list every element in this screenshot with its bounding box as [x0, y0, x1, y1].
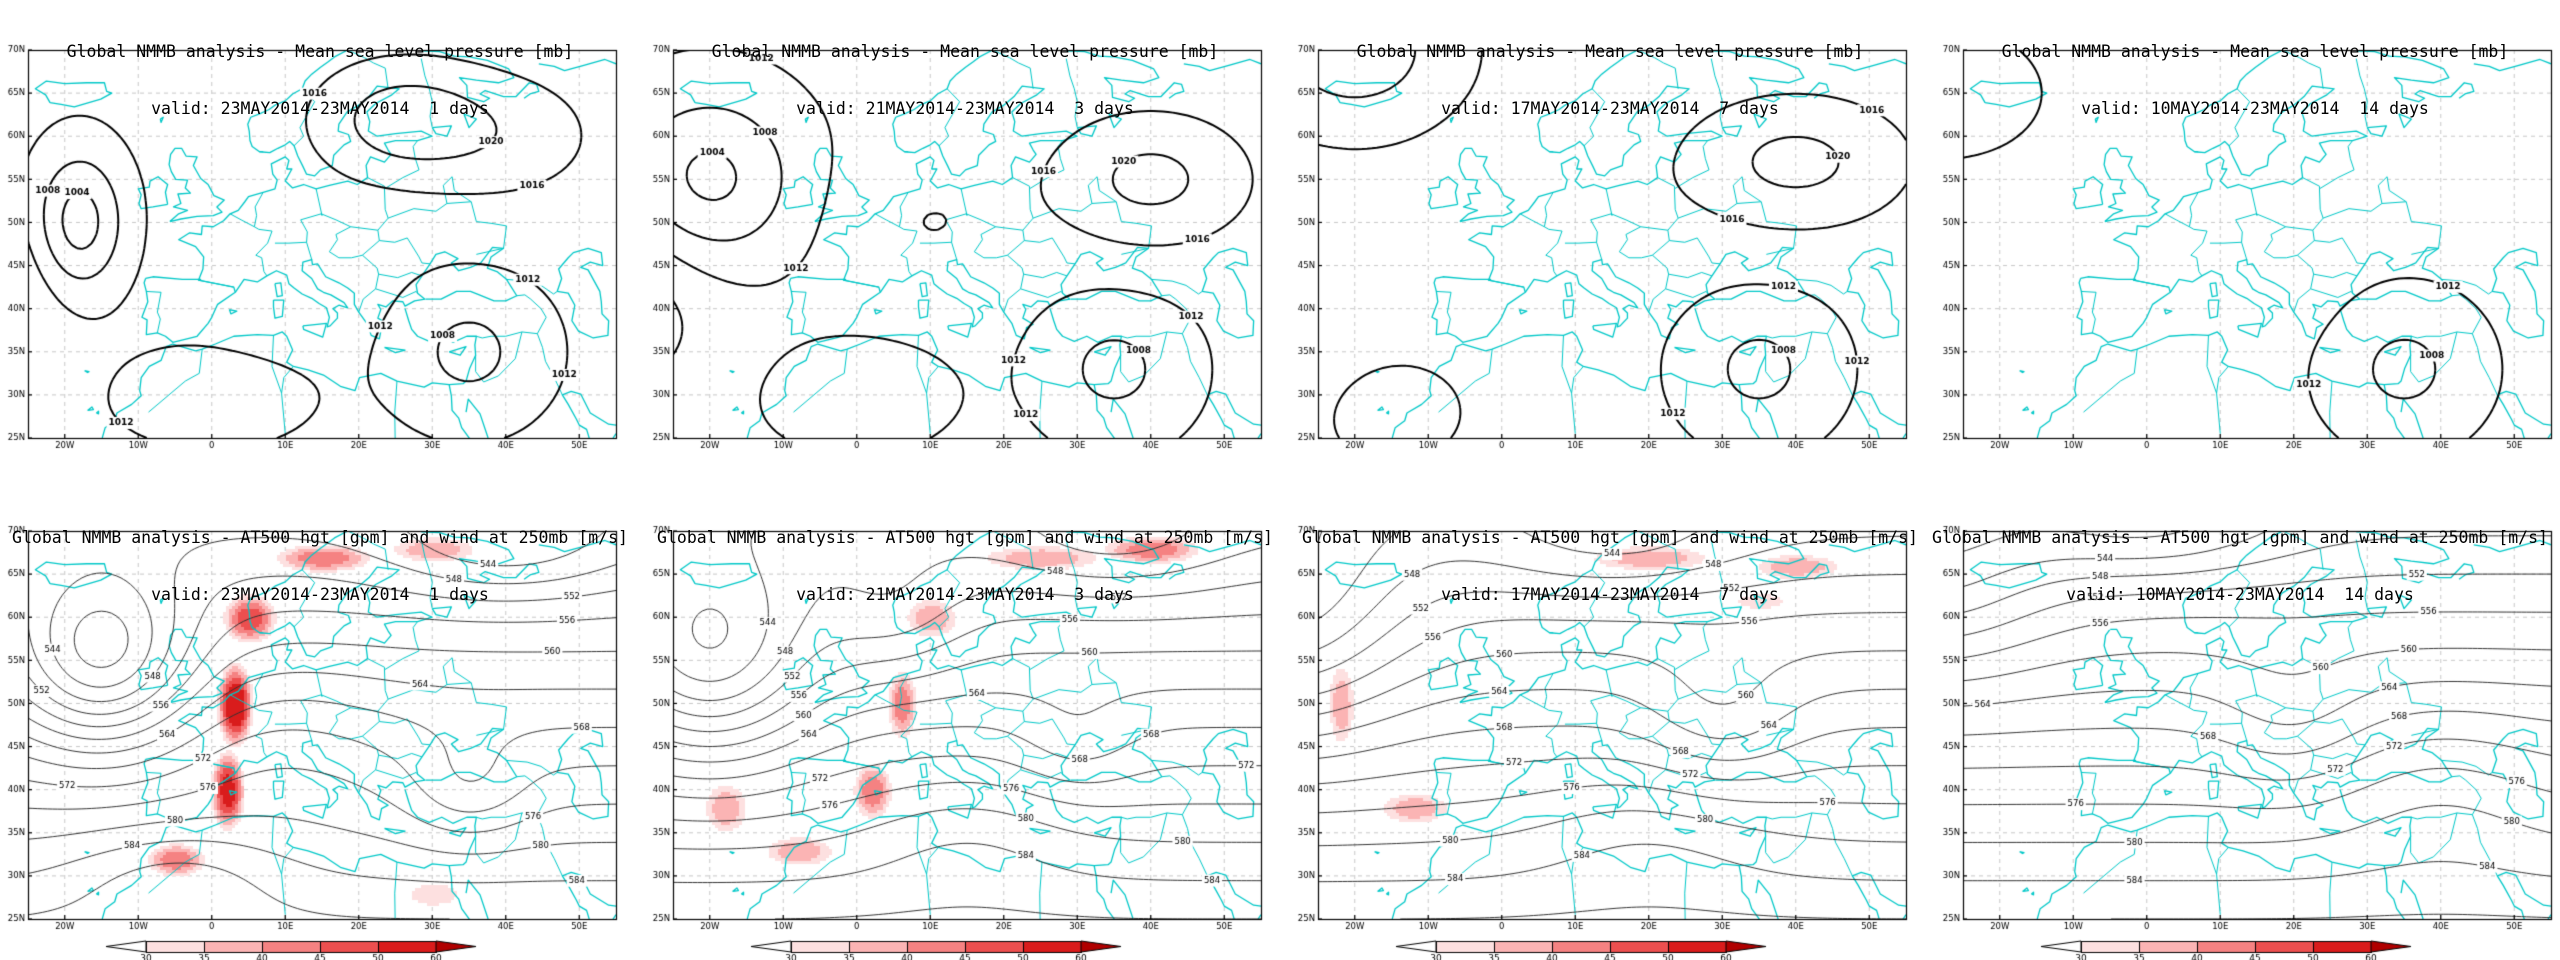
panel-title-text: Global NMMB analysis - AT500 hgt [gpm] a…	[12, 528, 628, 547]
panel-title-msl-14d: Global NMMB analysis - Mean sea level pr…	[1950, 4, 2560, 137]
panel-title-text: Global NMMB analysis - AT500 hgt [gpm] a…	[1932, 528, 2548, 547]
panel-valid-text: valid: 10MAY2014-23MAY2014 14 days	[2081, 99, 2429, 118]
panel-title-text: Global NMMB analysis - AT500 hgt [gpm] a…	[657, 528, 1273, 547]
panel-title-text: Global NMMB analysis - AT500 hgt [gpm] a…	[1302, 528, 1918, 547]
panel-title-text: Global NMMB analysis - Mean sea level pr…	[66, 42, 574, 61]
panel-valid-text: valid: 17MAY2014-23MAY2014 7 days	[1441, 585, 1779, 604]
panel-valid-text: valid: 21MAY2014-23MAY2014 3 days	[796, 585, 1134, 604]
panel-valid-text: valid: 10MAY2014-23MAY2014 14 days	[2066, 585, 2414, 604]
panel-title-msl-7d: Global NMMB analysis - Mean sea level pr…	[1305, 4, 1915, 137]
panel-valid-text: valid: 21MAY2014-23MAY2014 3 days	[796, 99, 1134, 118]
panel-title-text: Global NMMB analysis - Mean sea level pr…	[1356, 42, 1864, 61]
panel-valid-text: valid: 17MAY2014-23MAY2014 7 days	[1441, 99, 1779, 118]
panel-valid-text: valid: 23MAY2014-23MAY2014 1 days	[151, 585, 489, 604]
panel-title-z500-7d: Global NMMB analysis - AT500 hgt [gpm] a…	[1290, 490, 1930, 623]
panel-title-z500-3d: Global NMMB analysis - AT500 hgt [gpm] a…	[645, 490, 1285, 623]
panel-title-text: Global NMMB analysis - Mean sea level pr…	[2001, 42, 2509, 61]
panel-title-msl-3d: Global NMMB analysis - Mean sea level pr…	[660, 4, 1270, 137]
panel-title-z500-1d: Global NMMB analysis - AT500 hgt [gpm] a…	[0, 490, 640, 623]
panel-title-msl-1d: Global NMMB analysis - Mean sea level pr…	[15, 4, 625, 137]
panel-title-text: Global NMMB analysis - Mean sea level pr…	[711, 42, 1219, 61]
panel-title-z500-14d: Global NMMB analysis - AT500 hgt [gpm] a…	[1920, 490, 2560, 623]
panel-valid-text: valid: 23MAY2014-23MAY2014 1 days	[151, 99, 489, 118]
